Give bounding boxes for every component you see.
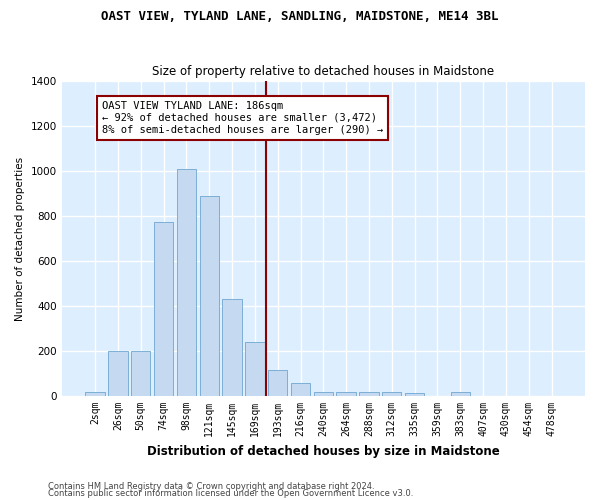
- Bar: [451, 392, 470, 396]
- Text: Contains public sector information licensed under the Open Government Licence v3: Contains public sector information licen…: [48, 489, 413, 498]
- Bar: [108, 351, 128, 396]
- X-axis label: Distribution of detached houses by size in Maidstone: Distribution of detached houses by size …: [147, 444, 500, 458]
- Bar: [314, 392, 333, 396]
- Bar: [337, 392, 356, 396]
- Bar: [154, 222, 173, 396]
- Bar: [223, 300, 242, 396]
- Bar: [245, 342, 265, 396]
- Text: OAST VIEW TYLAND LANE: 186sqm
← 92% of detached houses are smaller (3,472)
8% of: OAST VIEW TYLAND LANE: 186sqm ← 92% of d…: [102, 102, 383, 134]
- Bar: [85, 392, 105, 396]
- Bar: [405, 392, 424, 396]
- Bar: [291, 382, 310, 396]
- Bar: [131, 351, 151, 396]
- Bar: [177, 169, 196, 396]
- Text: Contains HM Land Registry data © Crown copyright and database right 2024.: Contains HM Land Registry data © Crown c…: [48, 482, 374, 491]
- Bar: [382, 392, 401, 396]
- Title: Size of property relative to detached houses in Maidstone: Size of property relative to detached ho…: [152, 66, 494, 78]
- Bar: [200, 196, 219, 396]
- Bar: [268, 370, 287, 396]
- Y-axis label: Number of detached properties: Number of detached properties: [15, 156, 25, 320]
- Bar: [359, 392, 379, 396]
- Text: OAST VIEW, TYLAND LANE, SANDLING, MAIDSTONE, ME14 3BL: OAST VIEW, TYLAND LANE, SANDLING, MAIDST…: [101, 10, 499, 23]
